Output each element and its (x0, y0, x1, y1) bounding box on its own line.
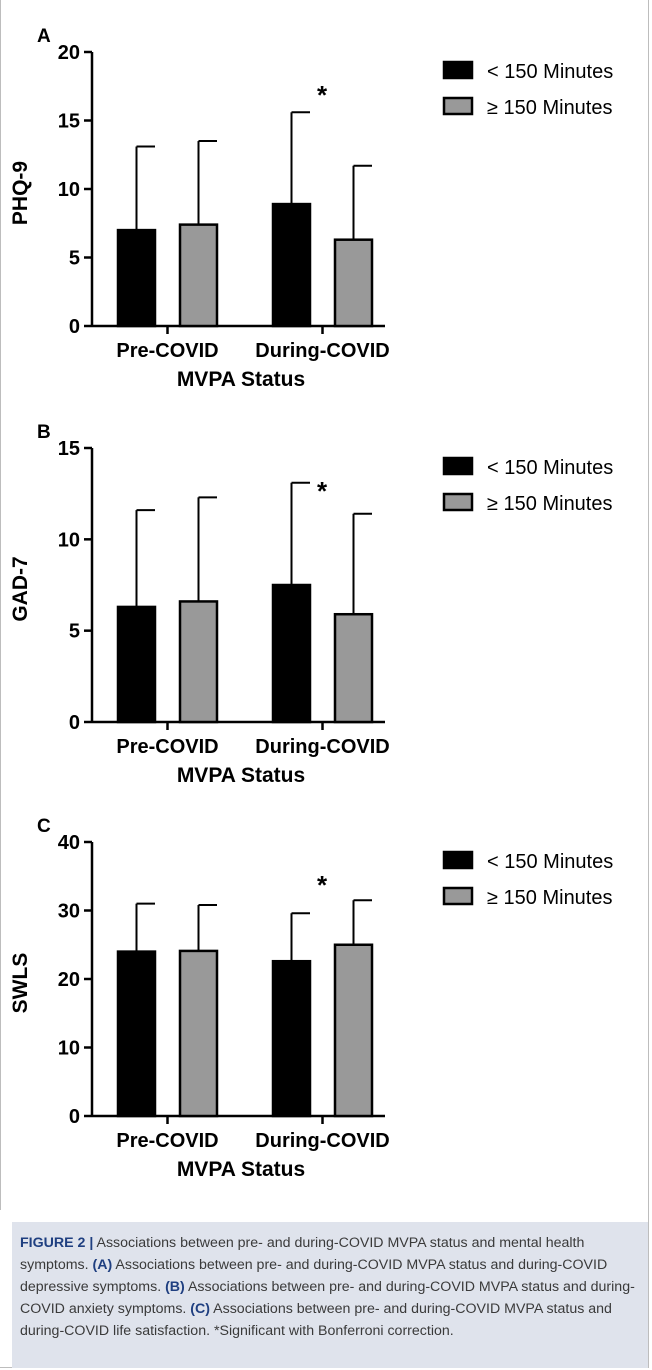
bar-lt150 (116, 605, 157, 724)
x-category-label: Pre-COVID (116, 736, 218, 758)
figure-caption: FIGURE 2 | Associations between pre- and… (20, 1232, 640, 1342)
caption-figure-label: FIGURE 2 | (20, 1235, 94, 1251)
y-tick-label: 5 (69, 621, 80, 643)
chart-panel-c: C 0 10 20 30 40 SWLS Pre-COVID During-COVID MVPA … (9, 816, 613, 1181)
panel-letter: A (37, 26, 51, 47)
y-tick-label: 0 (69, 712, 80, 734)
panel-letter: B (37, 422, 51, 443)
significance-marker: * (317, 476, 328, 506)
bar-lt150 (116, 228, 157, 328)
legend-label: ≥ 150 Minutes (487, 887, 613, 909)
caption-text-b: Associations between pre- and during-COV… (20, 1279, 635, 1317)
y-tick-label: 30 (58, 901, 80, 923)
caption-text-a: Associations between pre- and during-COV… (20, 1257, 608, 1295)
y-tick-label: 40 (58, 832, 80, 854)
legend-swatch (442, 492, 474, 512)
x-axis-title: MVPA Status (177, 764, 305, 787)
bar-ge150 (333, 943, 374, 1118)
y-axis-title: GAD-7 (9, 556, 32, 621)
bar-ge150 (178, 600, 219, 724)
bar-ge150 (333, 612, 374, 724)
bar-lt150 (271, 583, 312, 724)
bar-lt150 (271, 202, 312, 328)
bar-lt150 (271, 959, 312, 1118)
chart-panel-b: B 0 5 10 15 GAD-7 Pre-COVID During-COVID MVPA St… (9, 422, 613, 787)
significance-marker: * (317, 870, 328, 900)
x-category-label: Pre-COVID (116, 1130, 218, 1152)
caption-a-label: (A) (92, 1257, 113, 1273)
x-category-label: During-COVID (255, 340, 389, 362)
y-tick-label: 10 (58, 179, 80, 201)
y-tick-label: 10 (58, 529, 80, 551)
bar-lt150 (116, 950, 157, 1118)
x-category-label: During-COVID (255, 1130, 389, 1152)
legend-swatch (442, 96, 474, 116)
y-tick-label: 10 (58, 1038, 80, 1060)
y-axis-title: PHQ-9 (9, 161, 32, 225)
bar-ge150 (178, 949, 219, 1118)
figure-left-border (0, 0, 1, 1210)
x-category-label: Pre-COVID (116, 340, 218, 362)
y-tick-label: 0 (69, 316, 80, 338)
caption-text: Associations between pre- and during-COV… (20, 1235, 585, 1273)
y-axis-title: SWLS (9, 953, 32, 1014)
y-tick-label: 20 (58, 969, 80, 991)
y-tick-label: 15 (58, 111, 80, 133)
caption-b-label: (B) (165, 1279, 185, 1295)
significance-marker: * (317, 80, 328, 110)
legend-swatch (442, 886, 474, 906)
caption-text-c: Associations between pre- and during-COV… (20, 1301, 612, 1339)
caption-background (12, 1222, 648, 1368)
x-category-label: During-COVID (255, 736, 389, 758)
x-axis-title: MVPA Status (177, 368, 305, 391)
legend-label: < 150 Minutes (487, 851, 613, 873)
legend-label: ≥ 150 Minutes (487, 493, 613, 515)
legend-label: < 150 Minutes (487, 457, 613, 479)
legend-label: < 150 Minutes (487, 61, 613, 83)
legend-swatch (442, 60, 474, 80)
bar-ge150 (178, 223, 219, 328)
y-tick-label: 0 (69, 1106, 80, 1128)
caption-c-label: (C) (190, 1301, 210, 1317)
chart-panel-a: A 0 5 10 15 20 PHQ-9 Pre-COVID During-COVID MVPA … (9, 26, 613, 391)
legend-label: ≥ 150 Minutes (487, 97, 613, 119)
panel-letter: C (37, 816, 51, 837)
legend-swatch (442, 850, 474, 870)
legend-swatch (442, 456, 474, 476)
x-axis-title: MVPA Status (177, 1158, 305, 1181)
y-tick-label: 5 (69, 248, 80, 270)
y-tick-label: 20 (58, 42, 80, 64)
y-tick-label: 15 (58, 438, 80, 460)
bar-ge150 (333, 238, 374, 328)
